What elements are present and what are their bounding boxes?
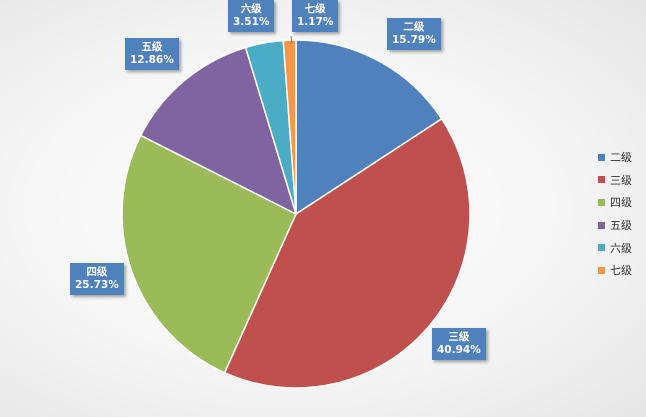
- legend-label: 三级: [610, 173, 632, 187]
- legend-swatch: [598, 153, 605, 161]
- data-label-category: 七级: [304, 3, 326, 15]
- pie-slice-五级: [139, 46, 298, 216]
- legend-swatch: [598, 221, 605, 229]
- legend-label: 二级: [610, 151, 632, 165]
- data-label-六级: 六级 3.51%: [228, 0, 275, 32]
- data-label-value: 3.51%: [233, 16, 270, 28]
- legend-swatch: [598, 244, 605, 252]
- data-label-四级: 四级 25.73%: [70, 263, 124, 295]
- legend-swatch: [598, 176, 605, 184]
- legend-swatch: [598, 266, 605, 274]
- pie-slice-三级: [223, 117, 471, 389]
- data-label-category: 六级: [240, 3, 262, 15]
- chart-legend: 二级 三级 四级 五级 六级 七级: [598, 146, 632, 282]
- data-label-category: 五级: [141, 41, 163, 53]
- legend-item: 四级: [598, 191, 632, 214]
- data-label-七级: 七级 1.17%: [292, 0, 339, 32]
- data-label-category: 三级: [448, 331, 470, 343]
- legend-item: 二级: [598, 146, 632, 169]
- data-label-五级: 五级 12.86%: [125, 38, 179, 70]
- data-label-value: 40.94%: [437, 344, 481, 356]
- legend-label: 五级: [610, 219, 632, 233]
- pie-slice-七级: [282, 39, 297, 215]
- legend-label: 七级: [610, 264, 632, 278]
- pie-slice-二级: [295, 39, 443, 216]
- data-label-value: 25.73%: [75, 279, 119, 291]
- leader-line-七级: [290, 35, 293, 45]
- data-label-value: 12.86%: [130, 54, 174, 66]
- data-label-value: 1.17%: [297, 16, 334, 28]
- legend-item: 三级: [598, 169, 632, 192]
- data-label-三级: 三级 40.94%: [432, 328, 486, 360]
- pie-slice-四级: [121, 134, 297, 374]
- legend-label: 六级: [610, 241, 632, 255]
- leader-lines: [290, 35, 293, 45]
- legend-swatch: [598, 198, 605, 206]
- data-label-value: 15.79%: [392, 34, 436, 46]
- data-label-二级: 二级 15.79%: [387, 18, 441, 50]
- legend-item: 六级: [598, 236, 632, 259]
- data-label-category: 四级: [86, 266, 108, 278]
- legend-item: 七级: [598, 259, 632, 282]
- legend-label: 四级: [610, 196, 632, 210]
- legend-item: 五级: [598, 214, 632, 237]
- data-label-category: 二级: [403, 21, 425, 33]
- pie-slices: [121, 39, 471, 389]
